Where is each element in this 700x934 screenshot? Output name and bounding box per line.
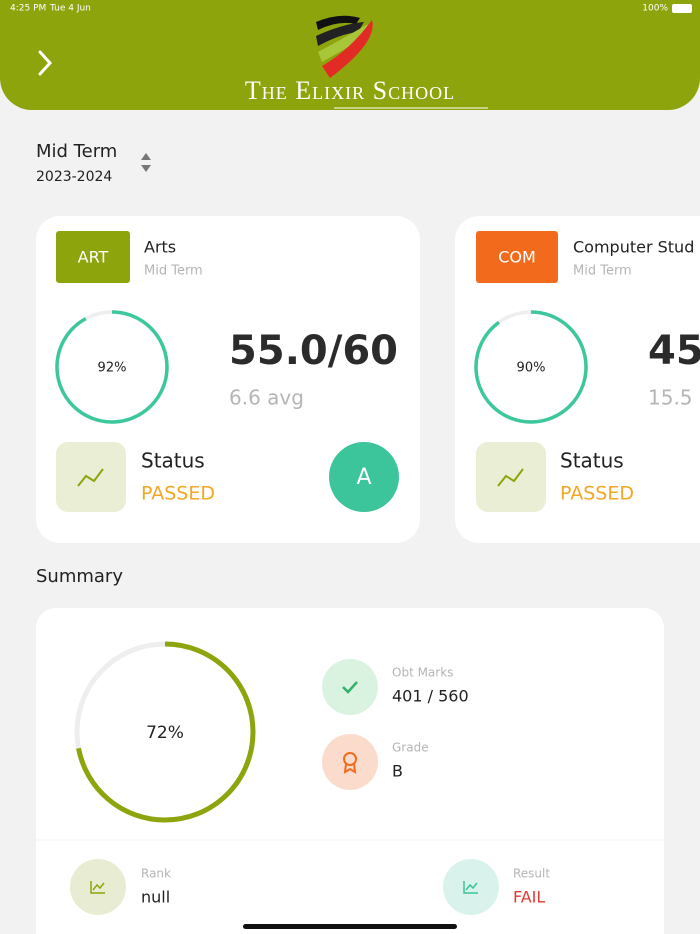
term-name[interactable]: Mid Term: [36, 141, 117, 162]
date: Tue 4 Jun: [49, 4, 91, 14]
status-icon: [56, 442, 126, 512]
award: [343, 752, 357, 766]
term-year[interactable]: 2023-2024: [36, 169, 112, 185]
rank-label: Rank: [141, 867, 171, 881]
progress-label: 90%: [517, 361, 546, 376]
check: [342, 681, 358, 694]
result: FAIL: [513, 888, 545, 907]
rank: null: [141, 888, 170, 907]
summary-ring: [74, 641, 256, 823]
school-name: The Elixir School: [245, 76, 455, 105]
home-indicator: [243, 924, 457, 929]
status-icon: [476, 442, 546, 512]
average: 15.5 avg: [648, 386, 700, 410]
subject-term: Mid Term: [144, 264, 203, 279]
status-label: Status: [141, 449, 205, 473]
marks-label: Obt Marks: [392, 666, 453, 680]
time: 4:25 PM: [10, 4, 46, 14]
battery-icon: [672, 4, 692, 13]
grade: A: [356, 465, 371, 490]
battery: 100%: [642, 4, 668, 14]
summary-title: Summary: [36, 566, 123, 587]
subject-code: COM: [498, 248, 536, 267]
grade-badge: [329, 442, 399, 512]
score: 45: [648, 328, 700, 374]
subject-name: Computer Stud: [573, 238, 694, 257]
grade-icon: [322, 734, 378, 790]
term-picker-icon[interactable]: [141, 153, 151, 172]
grade-label: Grade: [392, 741, 429, 755]
summary-grade: B: [392, 762, 403, 781]
marks: 401 / 560: [392, 687, 469, 706]
code-box: [56, 231, 130, 283]
trend-icon: [497, 468, 524, 487]
trend-icon: [77, 468, 104, 487]
score: 55.0/60: [229, 328, 398, 374]
summary-progress-label: 72%: [146, 723, 184, 743]
award-ribbon: [343, 763, 357, 774]
chart-icon: [463, 881, 478, 894]
logo: [316, 15, 373, 78]
average: 6.6 avg: [229, 386, 304, 410]
result-label: Result: [513, 867, 550, 881]
chart-icon: [90, 881, 105, 894]
subject-card[interactable]: [36, 216, 420, 543]
subject-name: Arts: [144, 238, 176, 257]
status: PASSED: [560, 483, 634, 505]
code-box: [476, 231, 558, 283]
subject-term: Mid Term: [573, 264, 632, 279]
progress-ring: [55, 310, 169, 424]
status-label: Status: [560, 449, 624, 473]
progress-ring: [474, 310, 588, 424]
marks-icon: [322, 659, 378, 715]
subject-code: ART: [78, 248, 109, 267]
back-button[interactable]: [38, 50, 53, 76]
progress-label: 92%: [98, 361, 127, 376]
status: PASSED: [141, 483, 215, 505]
